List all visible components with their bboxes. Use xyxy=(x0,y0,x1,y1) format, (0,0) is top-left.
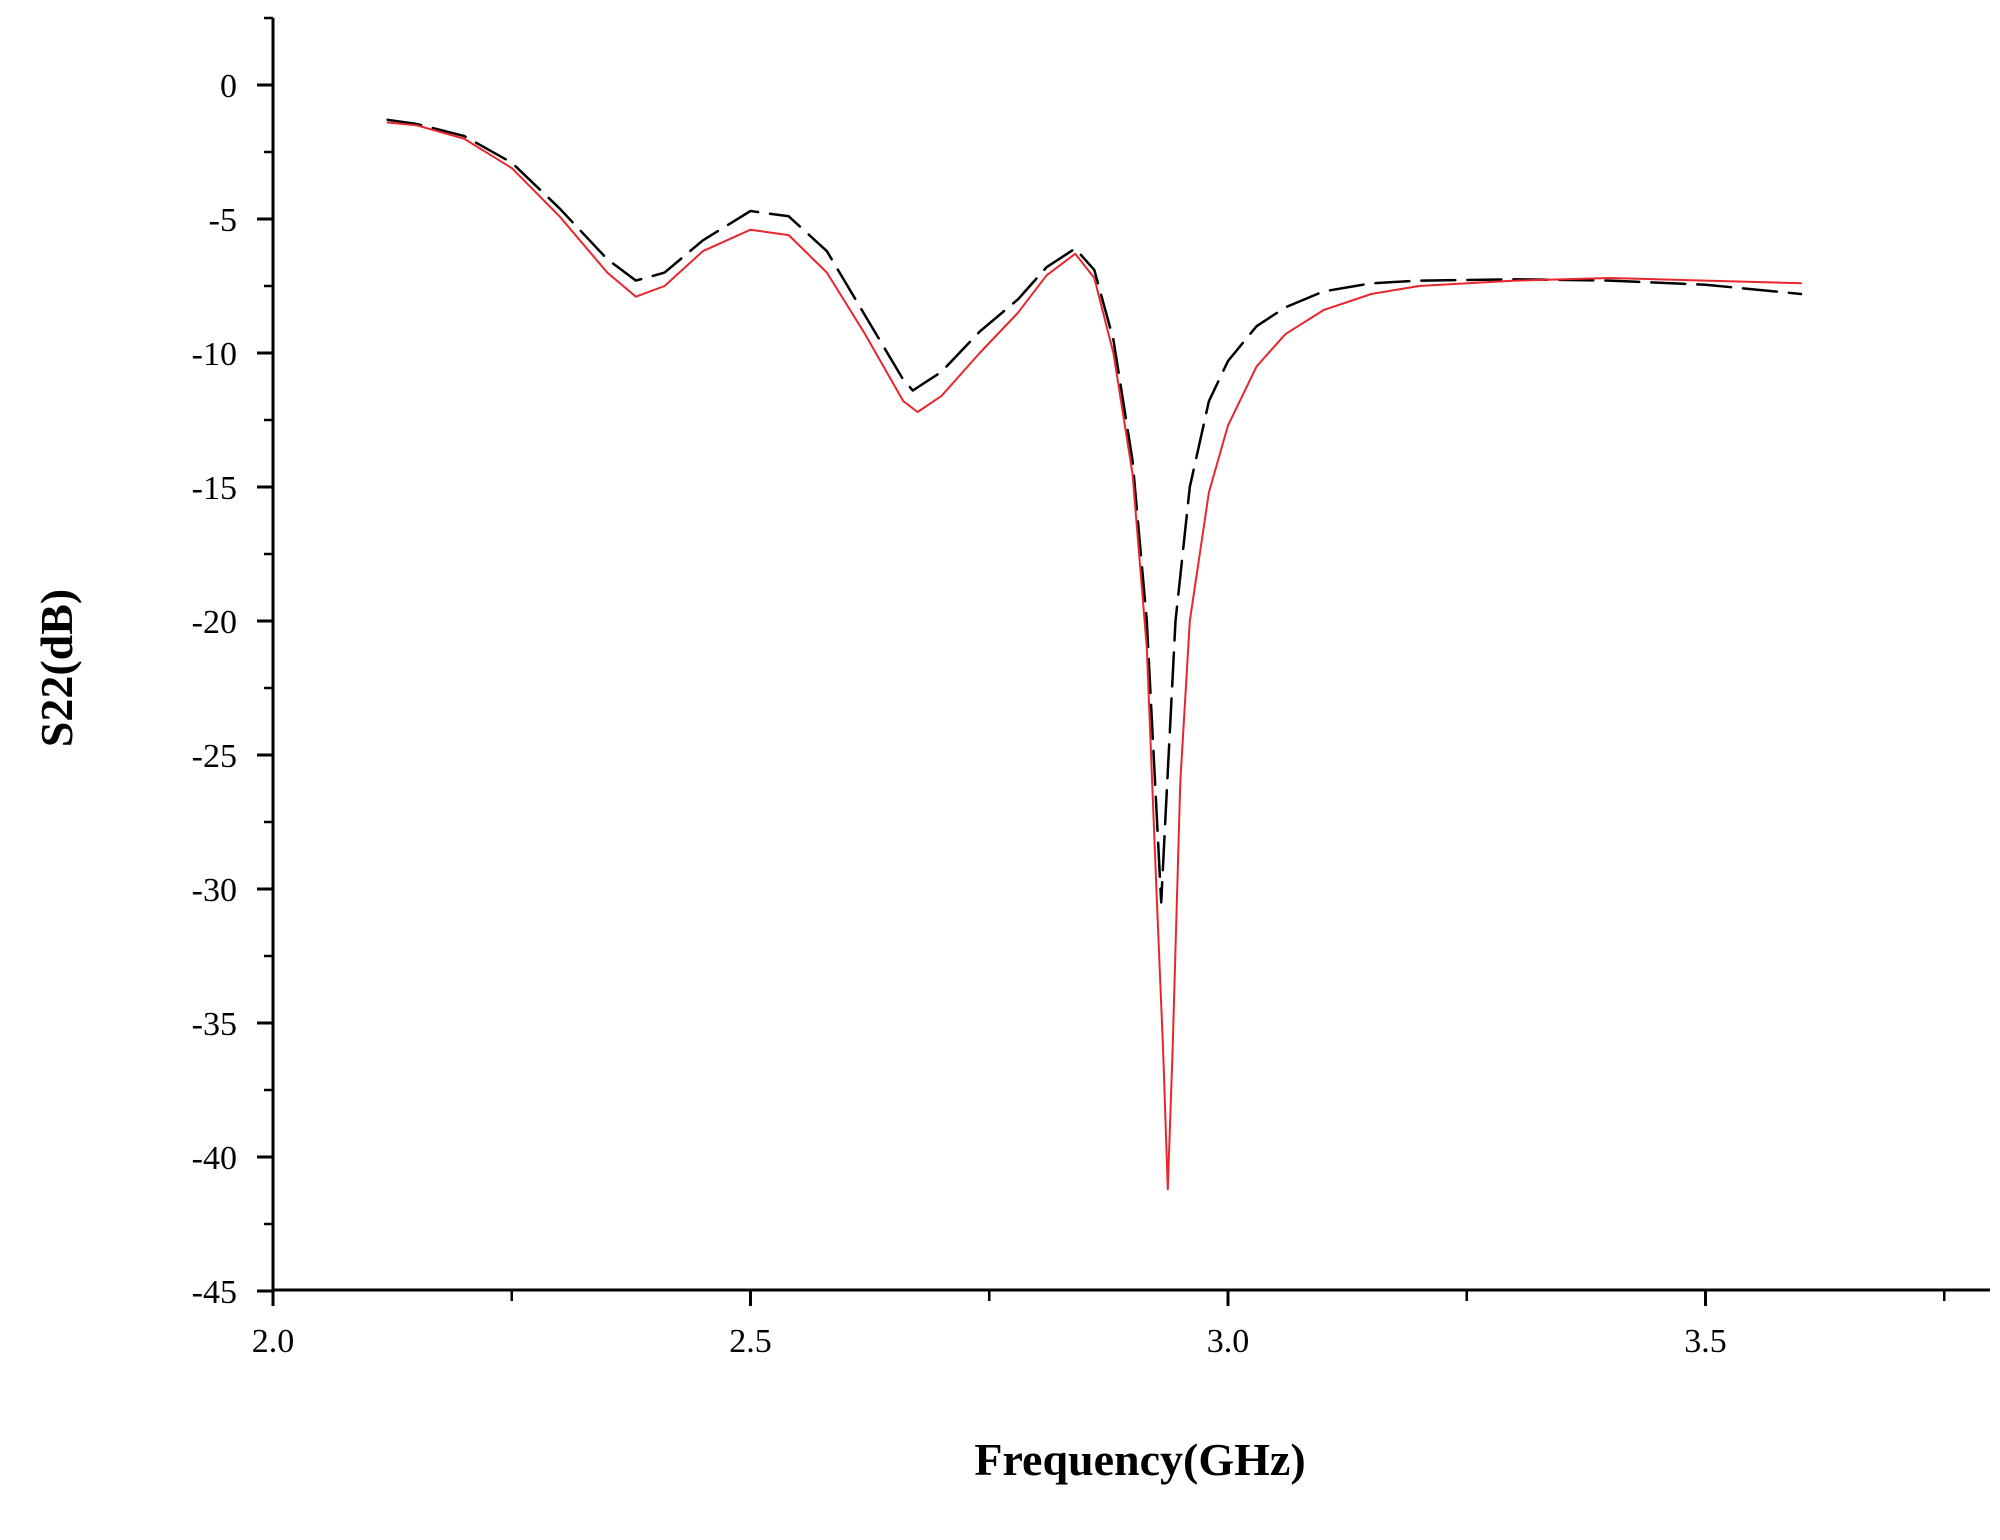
x-tick-label: 3.0 xyxy=(1207,1323,1250,1360)
x-tick-label: 3.5 xyxy=(1684,1323,1727,1360)
x-axis-title: Frequency(GHz) xyxy=(974,1434,1305,1485)
x-tick-label: 2.0 xyxy=(252,1323,295,1360)
y-axis-title: S22(dB) xyxy=(31,589,82,747)
y-tick-label: -40 xyxy=(192,1140,237,1177)
series-lines xyxy=(386,118,1803,1191)
y-tick-label: -30 xyxy=(192,872,237,909)
tick-labels: 0 -5 -10 -15 -20 -25 -30 -35 -40 -45 2.0 2.5 3.0 3.5 xyxy=(192,68,1727,1360)
y-tick-label: -10 xyxy=(192,336,237,373)
y-tick-label: -20 xyxy=(192,604,237,641)
x-tick-label: 2.5 xyxy=(729,1323,772,1360)
y-tick-label: -45 xyxy=(192,1274,237,1311)
series-line-solid xyxy=(386,121,1802,1191)
y-tick-label: -35 xyxy=(192,1006,237,1043)
y-tick-label: 0 xyxy=(220,68,237,105)
series-line-dashed xyxy=(386,118,1803,904)
y-tick-label: -15 xyxy=(192,470,237,507)
y-tick-label: -25 xyxy=(192,738,237,775)
y-tick-label: -5 xyxy=(209,202,237,239)
axes xyxy=(257,16,1990,1306)
